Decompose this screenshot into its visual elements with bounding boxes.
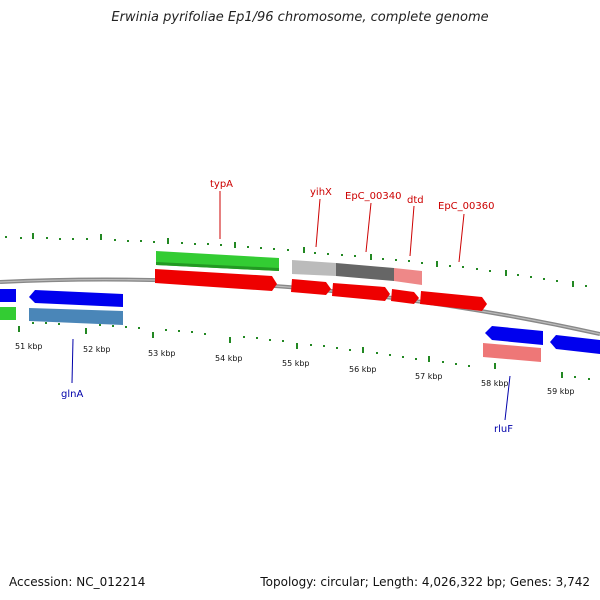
leader-yihX	[315, 198, 321, 248]
tick-label-55kbp: 55 kbp	[282, 359, 310, 368]
gene-blue-left-partial[interactable]	[0, 289, 16, 302]
lower-tick-track	[18, 322, 590, 380]
accession-label: Accession: NC_012214	[9, 575, 146, 589]
gene-blue-rluF[interactable]	[485, 326, 543, 345]
gene-red-typA[interactable]	[155, 269, 277, 291]
genome-summary: Topology: circular; Length: 4,026,322 bp…	[260, 575, 590, 589]
leader-glnA	[71, 338, 74, 384]
tick-label-59kbp: 59 kbp	[547, 387, 575, 396]
tick-label-51kbp: 51 kbp	[15, 342, 43, 351]
tick-label-54kbp: 54 kbp	[215, 354, 243, 363]
gene-pink-rluF[interactable]	[483, 343, 541, 362]
gene-gray-yihX[interactable]	[292, 260, 336, 276]
leader-EpC_00360	[458, 213, 465, 263]
gene-label-glnA: glnA	[61, 389, 83, 400]
leader-EpC_00340	[365, 202, 372, 253]
map-title: Erwinia pyrifoliae Ep1/96 chromosome, co…	[111, 10, 489, 25]
gene-red-EpC_00340[interactable]	[332, 283, 390, 301]
tick-label-52kbp: 52 kbp	[83, 345, 111, 354]
gene-label-EpC_00360: EpC_00360	[438, 201, 494, 212]
gene-blue-right-partial[interactable]	[550, 335, 600, 354]
leader-rluF	[504, 375, 511, 421]
upper-tick-track	[5, 233, 587, 287]
gene-label-dtd: dtd	[407, 195, 424, 206]
gene-red-yihX[interactable]	[291, 279, 331, 295]
gene-green-typA-track-shade	[156, 262, 279, 271]
gene-red-dtd[interactable]	[391, 289, 419, 304]
gene-green-left-partial[interactable]	[0, 307, 16, 320]
gene-label-EpC_00340: EpC_00340	[345, 191, 401, 202]
tick-label-57kbp: 57 kbp	[415, 372, 443, 381]
gene-label-typA: typA	[210, 179, 233, 190]
gene-darkgray-EpC_00340[interactable]	[336, 263, 394, 281]
gene-steelblue-glnA[interactable]	[29, 308, 123, 325]
gene-pink-dtd[interactable]	[394, 268, 422, 285]
gene-label-rluF: rluF	[494, 424, 513, 435]
tick-label-56kbp: 56 kbp	[349, 365, 377, 374]
gene-label-yihX: yihX	[310, 187, 332, 198]
tick-label-53kbp: 53 kbp	[148, 349, 176, 358]
gene-blue-glnA[interactable]	[29, 290, 123, 307]
leader-dtd	[409, 205, 415, 257]
gene-red-EpC_00360[interactable]	[420, 291, 487, 311]
tick-label-58kbp: 58 kbp	[481, 379, 509, 388]
